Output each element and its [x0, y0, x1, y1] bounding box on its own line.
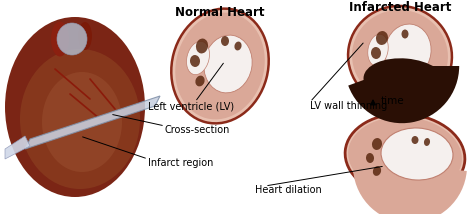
Ellipse shape	[171, 9, 269, 123]
Ellipse shape	[424, 138, 430, 146]
Wedge shape	[353, 166, 467, 214]
Text: Infarct region: Infarct region	[148, 158, 213, 168]
Ellipse shape	[376, 31, 388, 45]
Text: Infarcted Heart: Infarcted Heart	[349, 1, 451, 14]
Ellipse shape	[371, 47, 381, 59]
Ellipse shape	[373, 166, 381, 176]
Wedge shape	[348, 66, 459, 123]
Ellipse shape	[401, 30, 409, 39]
Text: time: time	[381, 96, 405, 106]
Ellipse shape	[42, 72, 122, 172]
Ellipse shape	[5, 17, 145, 197]
Text: Normal Heart: Normal Heart	[175, 6, 265, 19]
Ellipse shape	[345, 114, 465, 198]
Text: Heart dilation: Heart dilation	[255, 185, 322, 195]
Text: Left ventricle (LV): Left ventricle (LV)	[148, 101, 234, 111]
Ellipse shape	[195, 76, 205, 86]
Ellipse shape	[348, 117, 462, 195]
Ellipse shape	[57, 23, 87, 55]
Ellipse shape	[377, 65, 387, 75]
Ellipse shape	[235, 42, 242, 51]
Ellipse shape	[385, 24, 431, 78]
Ellipse shape	[221, 36, 229, 46]
Ellipse shape	[372, 138, 382, 150]
Text: LV wall thinning: LV wall thinning	[310, 101, 387, 111]
Ellipse shape	[175, 13, 265, 119]
Ellipse shape	[78, 22, 92, 50]
Ellipse shape	[368, 34, 388, 66]
Ellipse shape	[204, 35, 252, 93]
Ellipse shape	[366, 153, 374, 163]
Ellipse shape	[196, 39, 208, 54]
Ellipse shape	[411, 136, 419, 144]
Ellipse shape	[186, 41, 210, 75]
Ellipse shape	[381, 128, 453, 180]
Ellipse shape	[348, 6, 452, 106]
Ellipse shape	[364, 58, 447, 104]
Ellipse shape	[352, 10, 448, 102]
Polygon shape	[25, 96, 160, 149]
Ellipse shape	[51, 21, 69, 56]
Polygon shape	[5, 136, 30, 159]
Ellipse shape	[190, 55, 200, 67]
Text: Cross-section: Cross-section	[165, 125, 230, 135]
Ellipse shape	[20, 49, 140, 189]
